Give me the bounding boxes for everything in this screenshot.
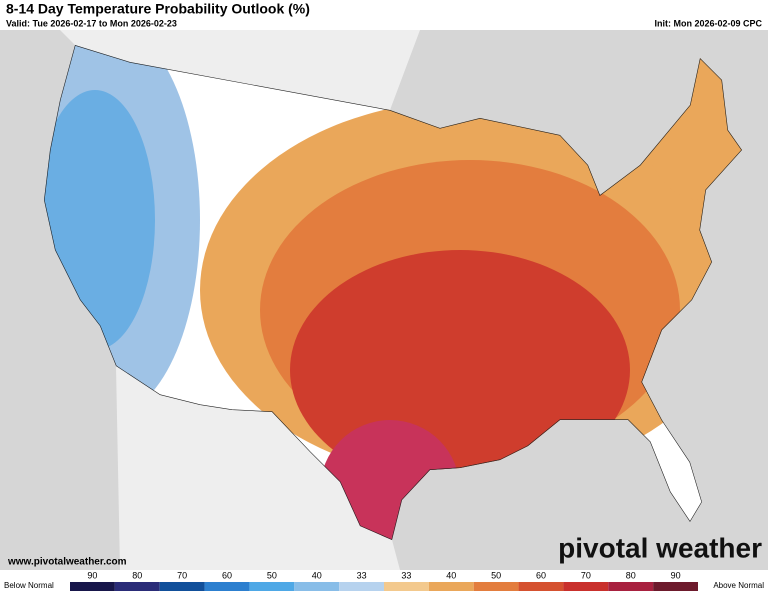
title: 8-14 Day Temperature Probability Outlook… [6,1,310,17]
legend-label: 90 [87,570,97,580]
legend-swatch [473,582,519,591]
canada [0,30,420,110]
legend-swatch [70,582,115,591]
legend-swatch [428,582,474,591]
legend-label: 70 [177,570,187,580]
legend-label: 80 [132,570,142,580]
legend-swatch [563,582,609,591]
legend-label: 60 [536,570,546,580]
init-time: Init: Mon 2026-02-09 CPC [654,18,762,28]
legend-label: 40 [446,570,456,580]
legend-swatch [653,582,698,591]
mexico [116,366,400,570]
legend-swatch [518,582,564,591]
legend-swatch [294,582,340,591]
legend-swatch [204,582,250,591]
legend-label: 40 [312,570,322,580]
legend-below-label: Below Normal [4,581,54,590]
brand: pivotal weather [558,532,762,563]
legend-label: 80 [626,570,636,580]
legend-swatch [384,582,429,591]
valid-time: Valid: Tue 2026-02-17 to Mon 2026-02-23 [6,18,177,28]
legend-swatch [249,582,295,591]
legend-swatch [159,582,205,591]
legend-above-label: Above Normal [713,581,764,590]
legend-label: 70 [581,570,591,580]
legend-swatch [114,582,160,591]
legend-label: 60 [222,570,232,580]
legend-label: 33 [357,570,367,580]
legend-label: 90 [671,570,681,580]
legend-label: 33 [401,570,411,580]
legend: 90 80 70 60 50 40 33 33 40 50 60 70 80 90 [70,570,698,591]
legend-swatch [339,582,384,591]
legend-swatch [608,582,654,591]
us-outline [44,45,742,540]
legend-label: 50 [491,570,501,580]
outlook-map [44,45,742,540]
website: www.pivotalweather.com [7,557,127,568]
legend-label: 50 [267,570,277,580]
